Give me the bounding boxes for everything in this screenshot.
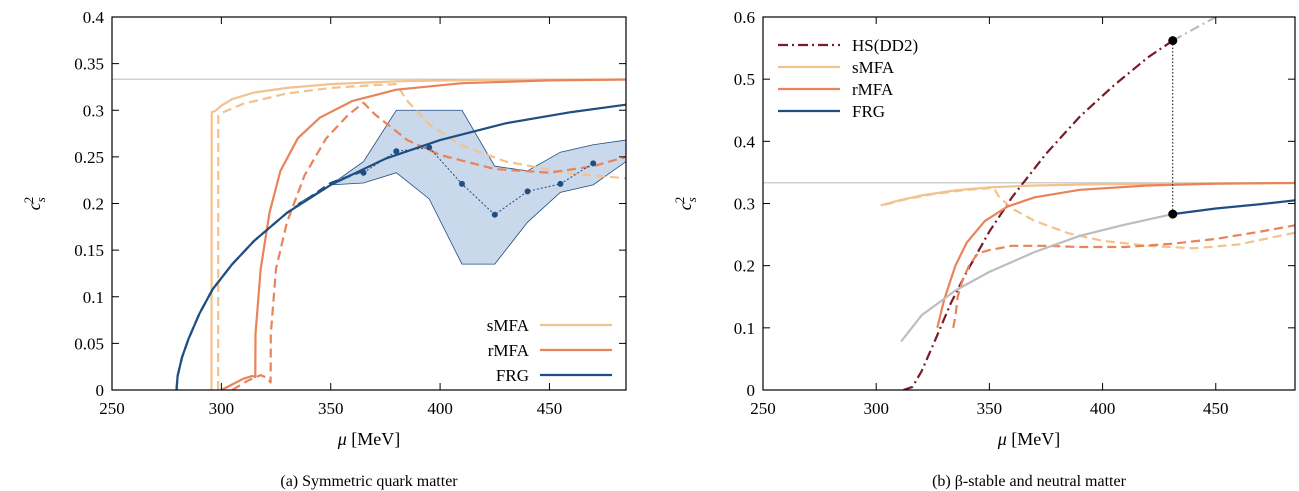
y-axis-label: cs2 bbox=[672, 197, 699, 211]
legend-label: sMFA bbox=[487, 316, 530, 335]
y-tick-label: 0.4 bbox=[83, 8, 105, 27]
x-tick-label: 300 bbox=[209, 399, 235, 418]
y-axis-label: cs2 bbox=[21, 197, 48, 211]
panel-caption: (a) Symmetric quark matter bbox=[280, 473, 458, 490]
y-tick-label: 0.15 bbox=[74, 241, 104, 260]
x-tick-label: 250 bbox=[750, 399, 776, 418]
x-tick-label: 450 bbox=[537, 399, 563, 418]
plot-area bbox=[763, 17, 1295, 390]
y-tick-label: 0.1 bbox=[83, 288, 104, 307]
panel-a: 250 300 350 400 450 0 0.05 0.1 0.15 0.2 0.25 0.3 0.3… bbox=[21, 8, 627, 490]
y-tick-label: 0.5 bbox=[734, 70, 755, 89]
series-line-smfa-dashed bbox=[884, 186, 1295, 250]
frg-data-point bbox=[458, 180, 465, 187]
x-axis-label: μ [MeV] bbox=[337, 429, 401, 449]
x-tick-label: 350 bbox=[977, 399, 1003, 418]
plot-frame bbox=[111, 16, 627, 391]
series-line-frg-low-density-solid bbox=[900, 213, 1174, 343]
series-line-hs-dd2--dashdot bbox=[903, 39, 1174, 390]
legend-label: rMFA bbox=[852, 80, 894, 99]
frg-data-point bbox=[590, 160, 597, 167]
series-line-smfa-solid bbox=[880, 181, 1295, 207]
legend-label: rMFA bbox=[488, 341, 530, 360]
x-tick-label: 400 bbox=[1090, 399, 1116, 418]
y-tick-label: 0.05 bbox=[74, 334, 104, 353]
legend-label: FRG bbox=[852, 102, 885, 121]
series-line-frg-solid bbox=[1172, 199, 1295, 216]
frg-data-point bbox=[426, 144, 433, 151]
y-tick-label: 0.2 bbox=[83, 195, 104, 214]
y-tick-label: 0.1 bbox=[734, 319, 755, 338]
frg-error-band bbox=[297, 109, 626, 265]
series-line-smfa-solid bbox=[210, 78, 626, 390]
y-tick-label: 0 bbox=[747, 381, 756, 400]
x-axis-label: μ [MeV] bbox=[997, 429, 1061, 449]
frg-points-connector bbox=[363, 147, 594, 216]
x-tick-label: 300 bbox=[863, 399, 889, 418]
frg-data-point bbox=[393, 148, 400, 155]
panel-caption: (b) β-stable and neutral matter bbox=[932, 473, 1127, 490]
legend-label: HS(DD2) bbox=[852, 36, 918, 55]
plot-area bbox=[112, 78, 626, 390]
x-tick-label: 400 bbox=[427, 399, 453, 418]
x-tick-label: 250 bbox=[99, 399, 125, 418]
legend-label: sMFA bbox=[852, 58, 895, 77]
matching-point bbox=[1168, 36, 1178, 46]
panel-b: 250 300 350 400 450 0 0.1 0.2 0.3 0.4 0.5 0.6 μ [MeV… bbox=[672, 8, 1296, 490]
series-line-rmfa-dashed bbox=[231, 101, 626, 390]
y-tick-label: 0.2 bbox=[734, 257, 755, 276]
y-tick-label: 0.6 bbox=[734, 8, 755, 27]
frg-data-point bbox=[524, 188, 531, 195]
series-line-rmfa-solid bbox=[936, 181, 1295, 329]
frg-data-point bbox=[491, 211, 498, 218]
series-line-frg-dashed bbox=[175, 169, 364, 390]
y-tick-label: 0.4 bbox=[734, 132, 756, 151]
frg-data-point bbox=[360, 169, 367, 176]
y-tick-label: 0.3 bbox=[83, 101, 104, 120]
series-line-hs-dd2-continued-dashdot bbox=[1172, 17, 1217, 42]
legend-label: FRG bbox=[496, 366, 529, 385]
y-tick-label: 0.25 bbox=[74, 148, 104, 167]
series-line-rmfa-dashed bbox=[952, 224, 1295, 329]
y-tick-label: 0 bbox=[96, 381, 105, 400]
y-tick-label: 0.3 bbox=[734, 195, 755, 214]
y-tick-label: 0.35 bbox=[74, 55, 104, 74]
x-tick-label: 450 bbox=[1203, 399, 1229, 418]
series-line-smfa-dashed bbox=[217, 83, 626, 390]
series-line-rmfa-solid bbox=[220, 78, 626, 390]
matching-point bbox=[1168, 209, 1178, 219]
frg-data-point bbox=[557, 180, 564, 187]
x-tick-label: 350 bbox=[318, 399, 344, 418]
plot-frame bbox=[762, 16, 1296, 391]
